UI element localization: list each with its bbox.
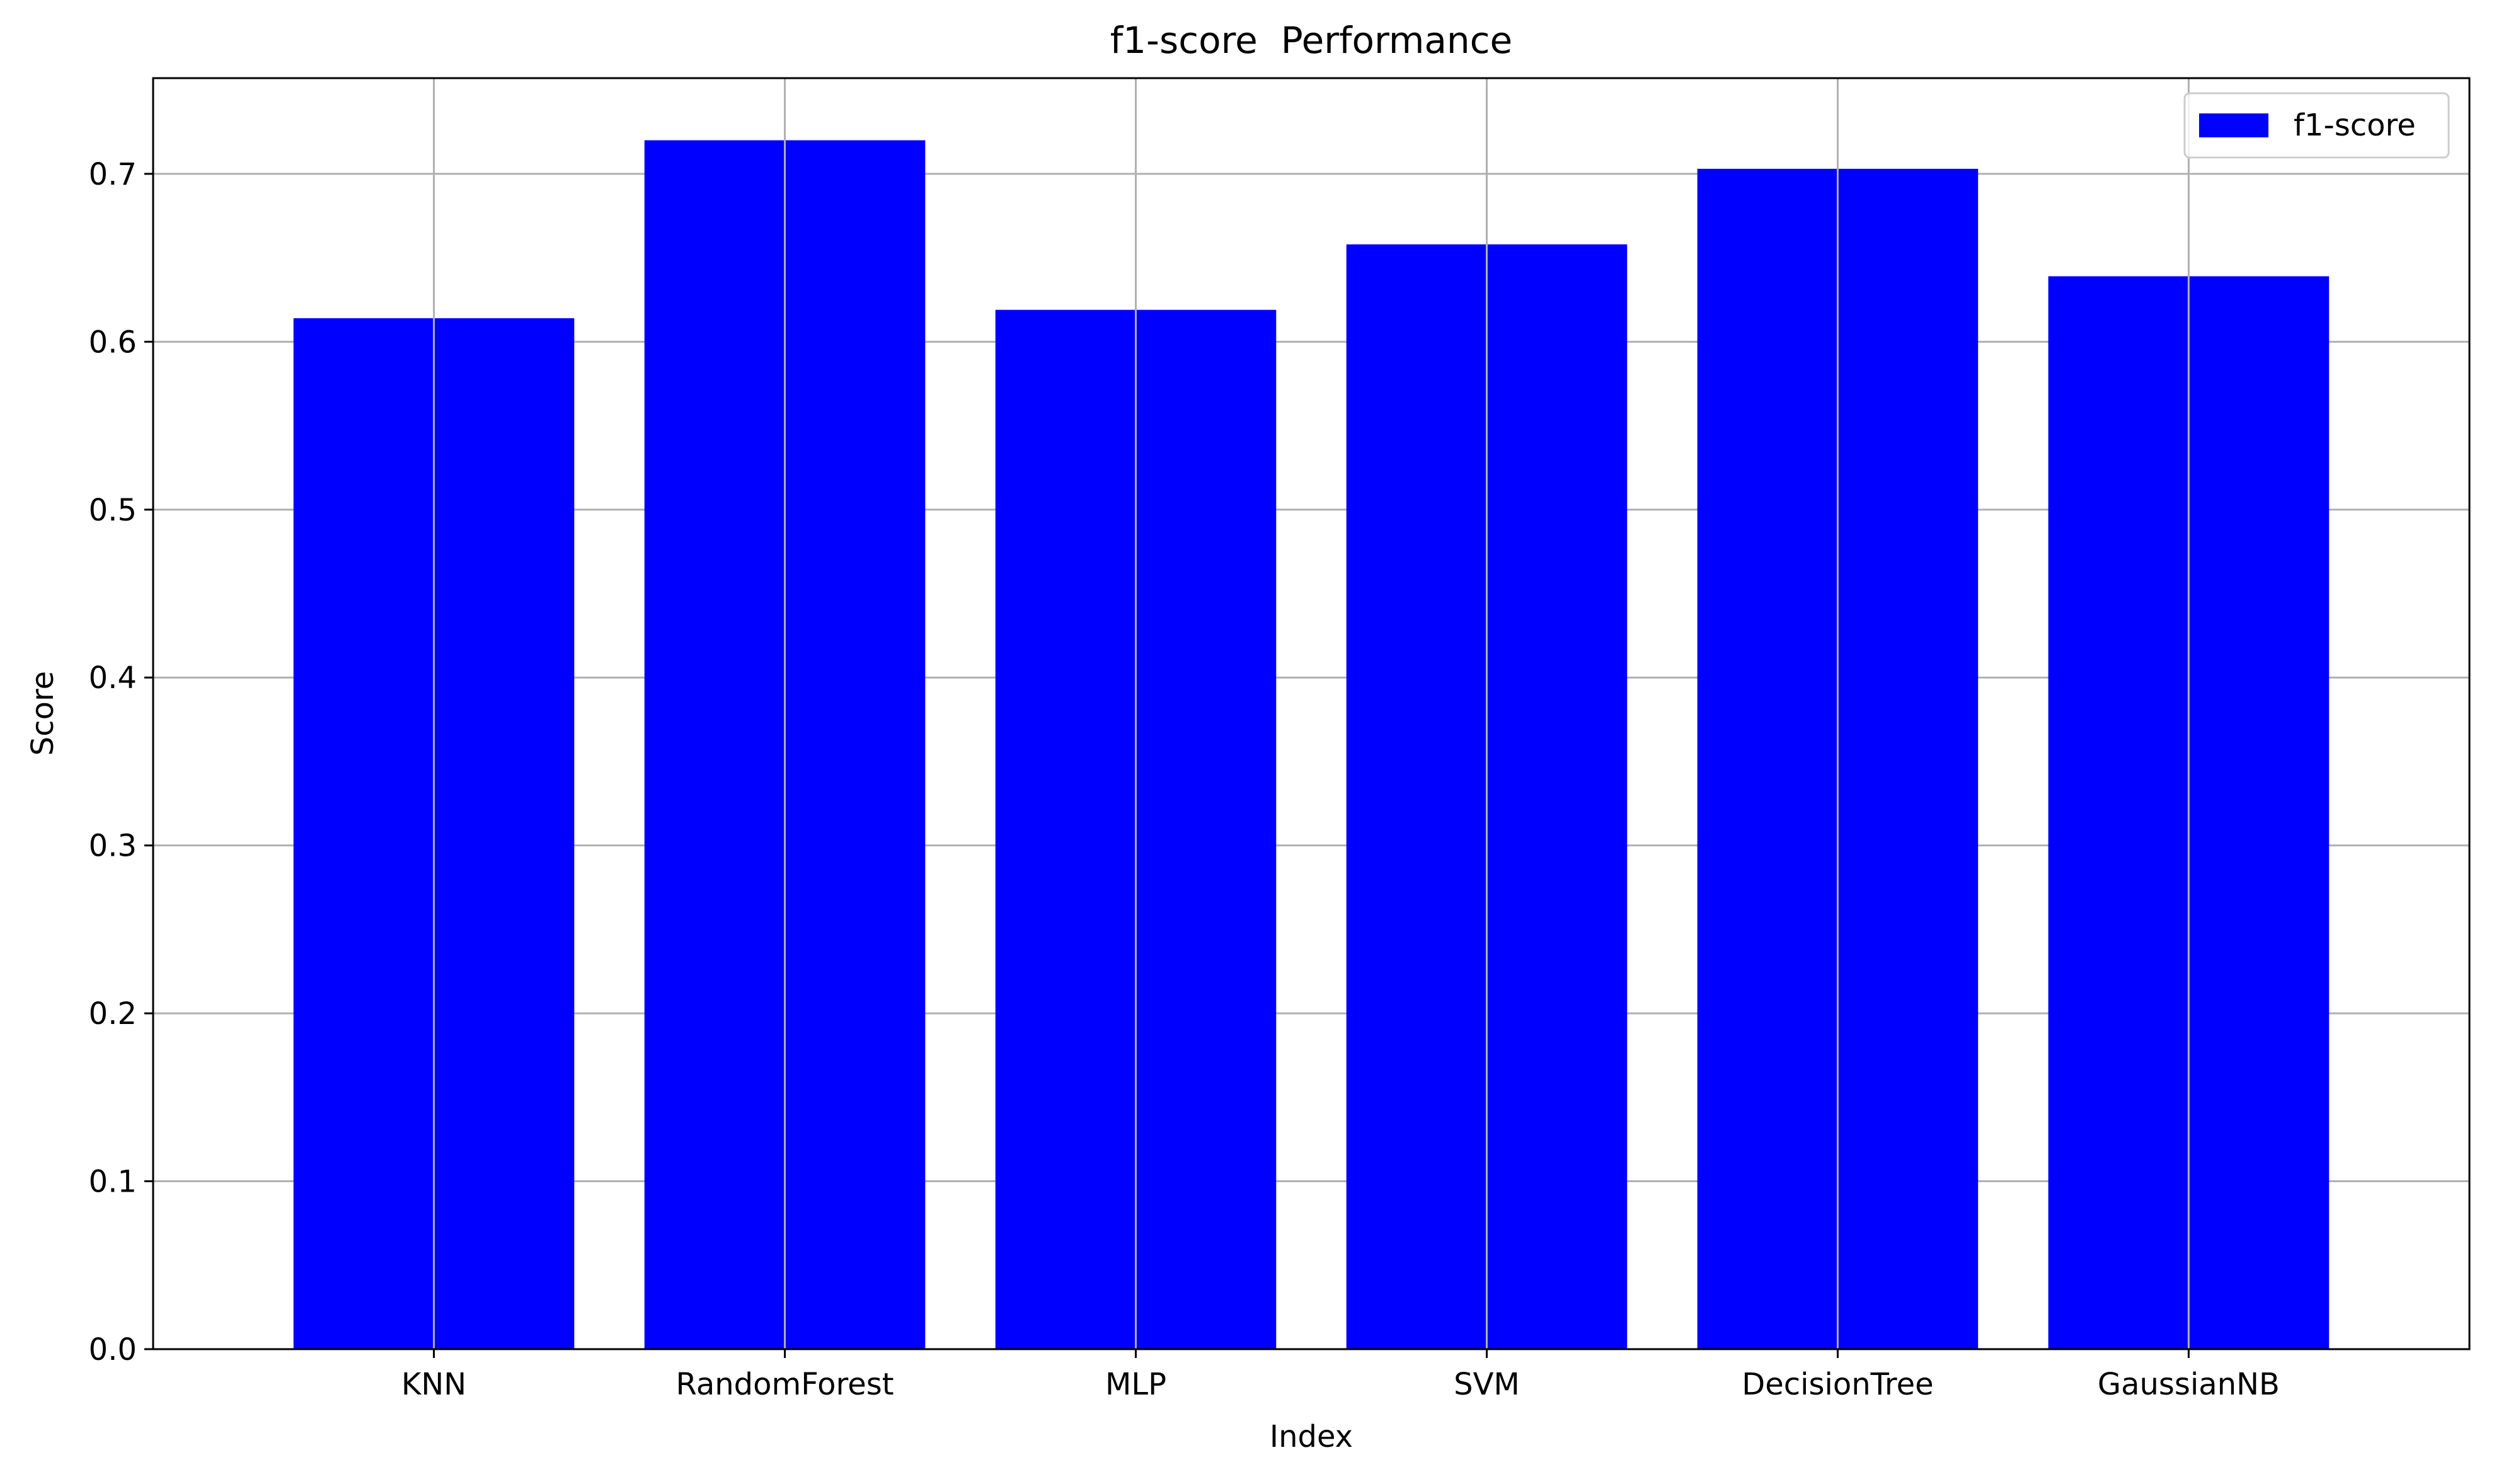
x-tick-label: MLP <box>1105 1367 1166 1402</box>
y-tick-label: 0.0 <box>89 1332 137 1367</box>
y-tick-label: 0.3 <box>89 829 137 864</box>
x-tick-label: GaussianNB <box>2098 1367 2280 1402</box>
x-tick-label: RandomForest <box>676 1367 894 1402</box>
legend-frame <box>2183 92 2450 159</box>
y-tick-label: 0.2 <box>89 996 137 1032</box>
y-tick-label: 0.6 <box>89 325 137 360</box>
vertical-grid-lines <box>433 78 2190 1349</box>
y-axis-label: Score <box>25 671 60 756</box>
x-axis-label: Index <box>1270 1419 1353 1454</box>
legend: f1-score <box>2183 92 2450 159</box>
x-tick-label: DecisionTree <box>1742 1367 1933 1402</box>
x-tick-label: SVM <box>1454 1367 1520 1402</box>
legend-swatch <box>2199 113 2268 137</box>
legend-label: f1-score <box>2294 108 2416 143</box>
y-tick-label: 0.7 <box>89 157 137 192</box>
y-tick-label: 0.1 <box>89 1165 137 1200</box>
y-tick-label: 0.4 <box>89 660 137 696</box>
chart-title: f1-score Performance <box>1110 19 1513 62</box>
plot-area-frame <box>152 77 2471 1350</box>
y-axis-ticks: 0.0 0.1 0.2 0.3 0.4 0.5 0.6 0.7 <box>89 157 153 1367</box>
x-tick-label: KNN <box>401 1367 466 1402</box>
x-axis-ticks: KNN RandomForest MLP SVM DecisionTree Gaussia… <box>401 1349 2280 1402</box>
y-tick-label: 0.5 <box>89 493 137 528</box>
